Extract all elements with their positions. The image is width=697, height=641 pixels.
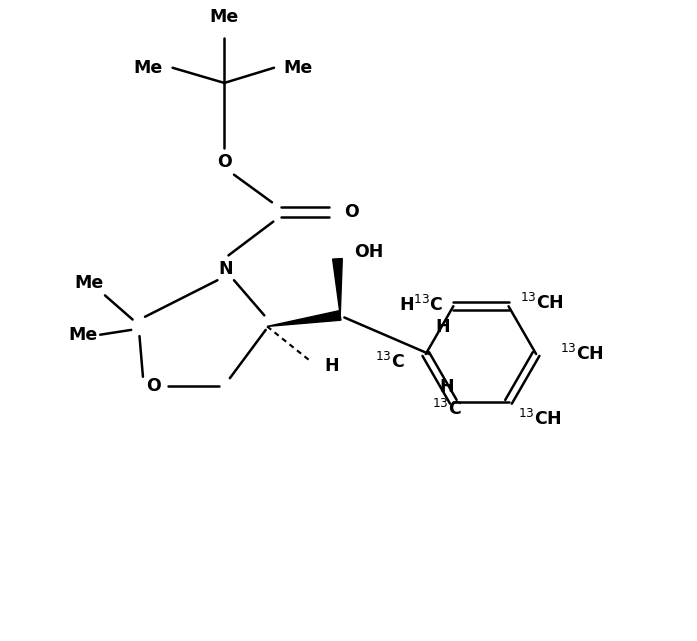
Text: $^{13}$C: $^{13}$C — [375, 353, 405, 372]
Polygon shape — [332, 258, 342, 315]
Text: Me: Me — [69, 326, 98, 344]
Text: Me: Me — [75, 274, 104, 292]
Text: $^{13}$C: $^{13}$C — [432, 399, 462, 419]
Text: $^{13}$CH: $^{13}$CH — [519, 293, 563, 313]
Text: Me: Me — [134, 59, 163, 77]
Text: O: O — [217, 153, 231, 171]
Text: O: O — [344, 203, 359, 221]
Text: Me: Me — [210, 8, 239, 26]
Text: H: H — [440, 378, 454, 397]
Text: $^{13}$CH: $^{13}$CH — [518, 408, 562, 429]
Text: Me: Me — [284, 59, 313, 77]
Polygon shape — [267, 311, 341, 326]
Text: H: H — [435, 319, 450, 337]
Text: H$^{13}$C: H$^{13}$C — [399, 295, 444, 315]
Text: H: H — [324, 358, 339, 376]
Text: O: O — [146, 378, 161, 395]
Text: $^{13}$CH: $^{13}$CH — [560, 344, 604, 364]
Text: OH: OH — [354, 243, 383, 261]
Text: N: N — [218, 260, 233, 278]
